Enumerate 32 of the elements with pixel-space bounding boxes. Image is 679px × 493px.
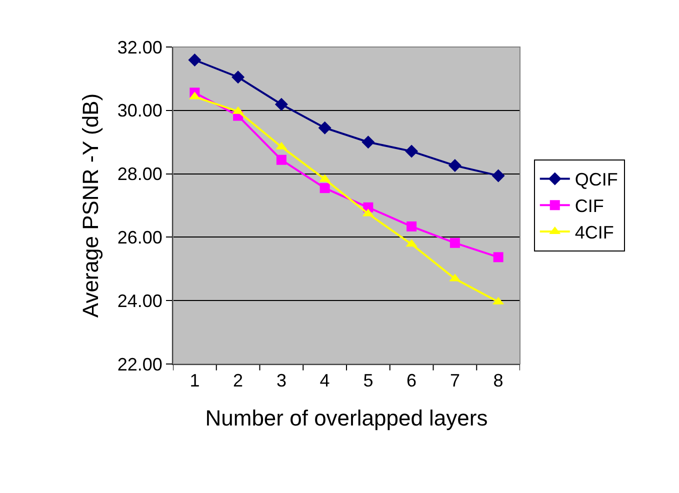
- x-tick-label: 8: [493, 370, 504, 391]
- x-tick-label: 2: [233, 370, 244, 391]
- point: [276, 154, 286, 165]
- point: [318, 121, 332, 134]
- y-axis-title: Average PSNR -Y (dB): [78, 93, 104, 318]
- legend-label: CIF: [574, 196, 604, 216]
- x-tick-label: 4: [320, 370, 330, 391]
- point: [320, 183, 330, 194]
- x-axis-title: Number of overlapped layers: [205, 406, 488, 430]
- x-tick-label: 5: [363, 370, 374, 391]
- x-tick-label: 1: [190, 370, 200, 391]
- point: [406, 221, 417, 232]
- x-tick-label: 7: [450, 370, 460, 391]
- point: [493, 252, 504, 262]
- y-tick-label: 26.00: [117, 228, 162, 248]
- x-tick-label: 6: [406, 370, 417, 391]
- point: [232, 70, 245, 84]
- point: [450, 238, 460, 248]
- y-tick-label: 28.00: [117, 164, 162, 184]
- point: [405, 144, 418, 158]
- legend-label: 4CIF: [574, 222, 614, 243]
- x-tick-label: 3: [276, 370, 286, 391]
- legend-label: QCIF: [574, 170, 618, 190]
- point: [448, 159, 462, 172]
- point: [188, 54, 202, 66]
- y-tick-label: 24.00: [117, 290, 162, 311]
- point: [274, 98, 288, 111]
- y-tick-label: 32.00: [117, 37, 162, 58]
- y-tick-label: 22.00: [117, 354, 162, 374]
- y-tick-label: 30.00: [117, 100, 162, 121]
- point: [492, 169, 505, 182]
- point: [362, 136, 375, 149]
